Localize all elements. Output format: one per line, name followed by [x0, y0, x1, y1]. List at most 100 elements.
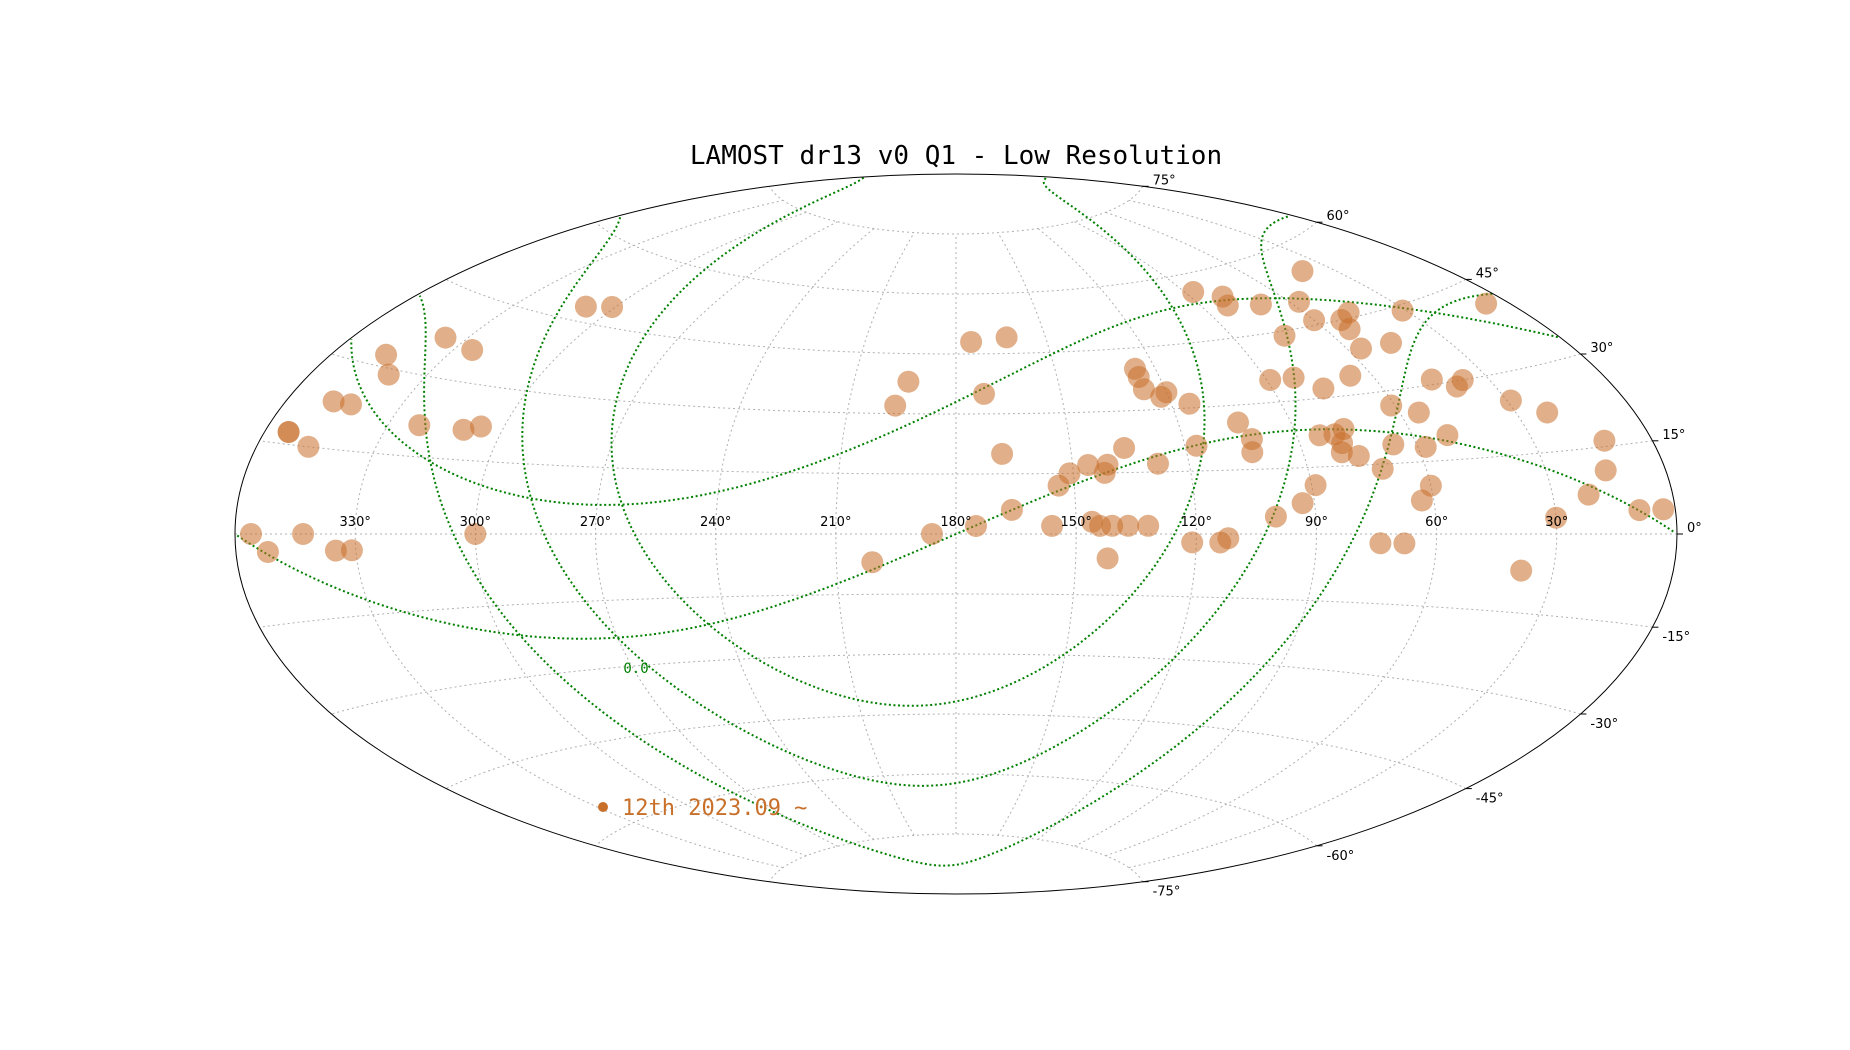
plate-marker	[461, 339, 484, 361]
plate-marker	[1312, 377, 1335, 400]
plate-marker	[1093, 461, 1116, 484]
ra-tick-label: 210°	[820, 515, 851, 530]
plate-marker	[340, 539, 363, 562]
plate-marker	[1436, 424, 1459, 447]
legend: 12th 2023.09 ~	[598, 796, 807, 821]
plate-marker	[1499, 389, 1522, 412]
grid-line	[594, 221, 838, 847]
plate-marker	[1414, 435, 1437, 458]
plate-marker	[1536, 401, 1559, 424]
dec-tick-label: 45°	[1476, 266, 1499, 281]
ra-tick-label: 120°	[1181, 515, 1212, 530]
grid-line	[1128, 199, 1558, 869]
plate-marker	[464, 523, 487, 545]
plate-marker	[1259, 369, 1282, 391]
plate-marker	[1391, 299, 1414, 322]
ra-tick-label: 60°	[1425, 515, 1448, 530]
plate-marker	[1249, 293, 1272, 316]
grid-line	[835, 232, 915, 836]
plate-marker	[1380, 394, 1403, 417]
plate-marker	[434, 326, 457, 349]
grid-line	[768, 833, 1144, 882]
dec-tick-label: 60°	[1327, 209, 1350, 224]
legend-marker	[598, 802, 608, 812]
plate-marker	[1304, 474, 1327, 497]
plate-marker	[1652, 498, 1675, 521]
plate-marker	[1451, 369, 1474, 391]
plate-marker	[1096, 547, 1119, 570]
plate-marker	[1264, 505, 1287, 528]
reference-curve	[521, 215, 1297, 787]
dec-tick-labels: 75° 60° 45° 30° 15° 0° -15° -30° -45° -60° -75°	[1142, 173, 1702, 900]
grid-line	[1105, 211, 1438, 857]
plate-marker	[1545, 506, 1568, 529]
plate-marker	[470, 415, 492, 438]
plate-markers	[240, 260, 1675, 582]
plate-marker	[1117, 514, 1140, 537]
plate-marker	[1330, 441, 1353, 464]
plate-marker	[377, 363, 400, 386]
ra-tick-label: 180°	[940, 515, 971, 530]
plate-marker	[375, 343, 398, 366]
plate-marker	[1241, 441, 1264, 464]
grid-line	[715, 228, 875, 840]
grid-line	[768, 186, 1144, 235]
plate-marker	[601, 296, 624, 318]
plate-marker	[1303, 309, 1326, 332]
plate-marker	[1155, 381, 1178, 404]
dec-tick-label: 0°	[1687, 521, 1702, 536]
dec-tick-label: 75°	[1153, 173, 1176, 188]
ra-tick-label: 330°	[340, 515, 371, 530]
reference-curve	[418, 292, 1493, 867]
reference-curve	[350, 297, 1559, 506]
plate-marker	[1594, 459, 1617, 482]
plate-marker	[1288, 290, 1310, 313]
plate-marker	[256, 541, 279, 563]
plate-marker	[884, 394, 907, 417]
plate-marker	[1393, 532, 1416, 555]
plate-marker	[277, 421, 300, 443]
plate-marker	[297, 435, 320, 458]
dec-tick-label: -60°	[1327, 849, 1355, 864]
ra-tick-label: 240°	[700, 515, 731, 530]
plate-marker	[1593, 429, 1616, 452]
ra-tick-label: 30°	[1545, 515, 1568, 530]
grid-line	[1074, 221, 1318, 847]
grid-line	[259, 593, 1653, 628]
grid-line	[354, 199, 784, 869]
dec-tick-label: -15°	[1662, 630, 1690, 645]
ra-tick-label: 300°	[460, 515, 491, 530]
plate-marker	[1628, 499, 1651, 522]
dec-tick-label: 15°	[1662, 428, 1685, 443]
ra-tick-label: 150°	[1061, 515, 1092, 530]
plate-marker	[1577, 483, 1600, 506]
grid-line	[997, 232, 1077, 836]
plate-marker	[1371, 457, 1394, 480]
plate-marker	[1113, 437, 1136, 459]
plate-marker	[1273, 324, 1296, 347]
plate-marker	[921, 523, 943, 545]
plate-marker	[408, 414, 431, 437]
reference-curves	[234, 176, 1674, 867]
plate-marker	[452, 418, 475, 441]
plate-marker	[1337, 301, 1360, 324]
plate-marker	[1217, 527, 1240, 550]
plate-marker	[1380, 331, 1402, 354]
dec-tick-label: 30°	[1590, 341, 1613, 356]
plate-marker	[973, 382, 995, 405]
plate-marker	[1339, 364, 1362, 387]
dec-tick-label: -30°	[1590, 717, 1618, 732]
plate-marker	[1077, 454, 1100, 476]
plate-marker	[1420, 368, 1443, 391]
plate-marker	[240, 523, 262, 545]
dec-tick-label: -75°	[1153, 885, 1181, 900]
plate-marker	[1350, 337, 1372, 360]
plate-marker	[861, 551, 884, 574]
plate-marker	[1178, 392, 1201, 415]
chart-title: LAMOST dr13 v0 Q1 - Low Resolution	[690, 141, 1222, 171]
plate-marker	[1137, 514, 1160, 537]
plate-marker	[1227, 411, 1249, 434]
plate-marker	[1185, 434, 1208, 457]
plate-marker	[1475, 292, 1498, 315]
